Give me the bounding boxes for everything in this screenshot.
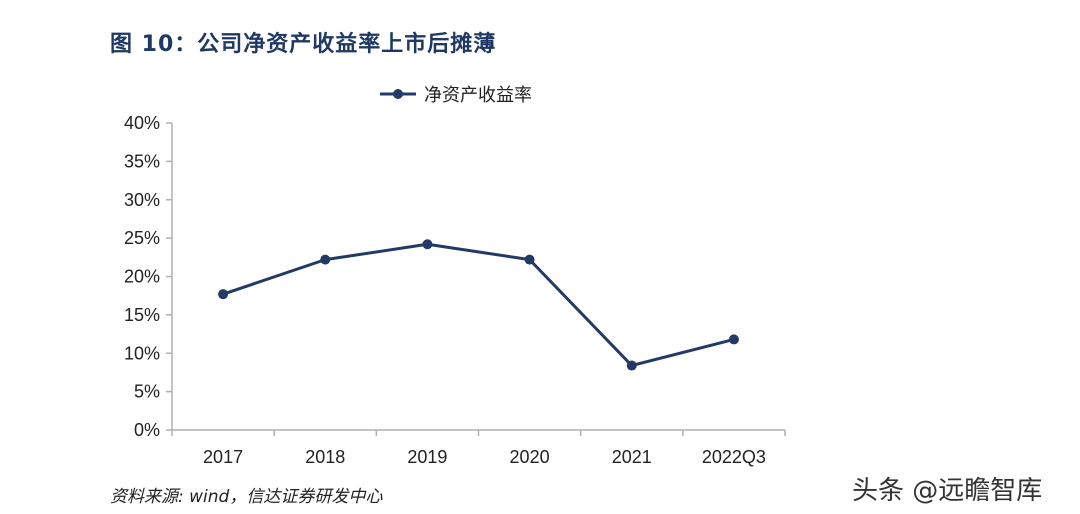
figure-title: 图 10：公司净资产收益率上市后摊薄 [110,32,497,57]
x-tick-label: 2018 [305,447,345,467]
watermark-text: 头条 @远瞻智库 [852,476,1043,506]
y-tick-label: 10% [124,343,160,363]
y-tick-label: 30% [124,190,160,210]
legend-label: 净资产收益率 [424,85,532,106]
y-tick-label: 35% [124,151,160,171]
x-axis: 2017 2018 2019 2020 2021 2022Q3 [171,429,786,467]
data-point [728,334,739,345]
series-group [218,239,739,371]
data-point [218,289,229,300]
y-tick-label: 25% [124,228,160,248]
legend: 净资产收益率 [380,85,532,106]
y-tick-label: 5% [134,382,160,402]
data-point [320,254,331,265]
data-point [524,254,535,265]
y-tick-label: 0% [134,420,160,440]
x-tick-label: 2021 [612,447,652,467]
data-point [422,239,433,250]
y-tick-label: 20% [124,267,160,287]
series-line [222,242,735,368]
y-tick-label: 40% [124,113,160,133]
data-point [626,360,637,371]
x-tick-label: 2020 [510,447,550,467]
y-axis: 0% 5% 10% 15% 20% 25% 30% 35% 40% [124,113,173,440]
legend-marker [393,89,403,99]
y-tick-label: 15% [124,305,160,325]
x-tick-label: 2017 [203,447,243,467]
source-note: 资料来源: wind，信达证券研发中心 [110,487,383,507]
x-tick-label: 2022Q3 [702,447,766,467]
x-tick-label: 2019 [407,447,447,467]
